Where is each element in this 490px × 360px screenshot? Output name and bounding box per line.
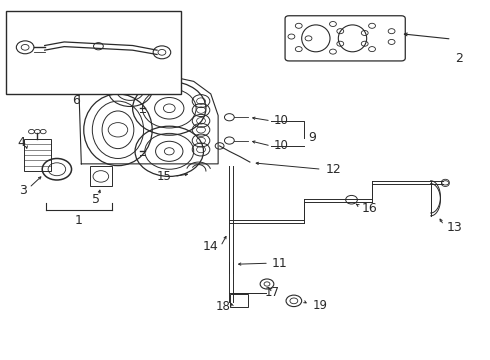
Text: 9: 9	[309, 131, 317, 144]
Bar	[5, 12, 181, 94]
Text: 16: 16	[361, 202, 377, 215]
Text: 6: 6	[73, 94, 80, 107]
Text: 3: 3	[19, 184, 26, 197]
Text: 19: 19	[313, 299, 327, 312]
Bar	[90, 166, 112, 186]
Text: 5: 5	[92, 193, 100, 206]
Text: 14: 14	[202, 240, 218, 253]
Bar	[24, 139, 51, 171]
Text: 10: 10	[273, 114, 288, 127]
Text: 11: 11	[272, 257, 288, 270]
Text: 2: 2	[455, 51, 463, 64]
Text: 1: 1	[75, 214, 83, 227]
Text: 17: 17	[265, 287, 280, 300]
Text: 8: 8	[37, 68, 45, 81]
Text: 18: 18	[216, 300, 230, 313]
Text: 7: 7	[148, 71, 156, 84]
Bar	[230, 294, 248, 307]
Text: 10: 10	[273, 139, 288, 152]
Text: 15: 15	[157, 170, 172, 183]
Text: 4: 4	[18, 136, 25, 149]
Text: 12: 12	[326, 163, 342, 176]
Text: 13: 13	[446, 221, 462, 234]
